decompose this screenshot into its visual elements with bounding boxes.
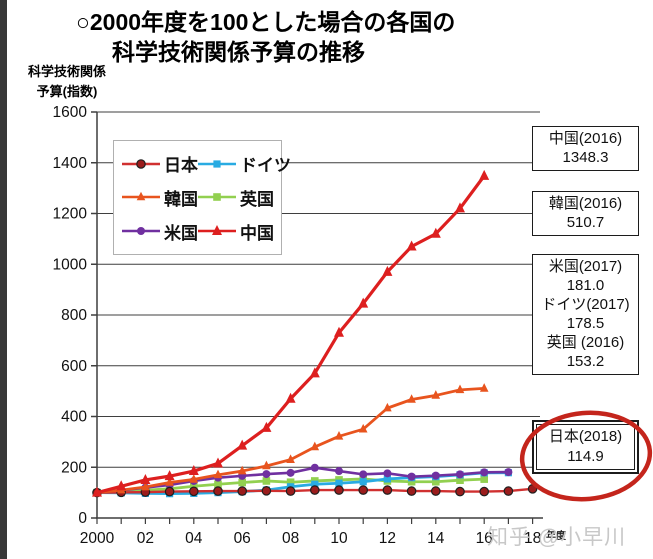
callout-japan-name: 日本(2018) — [548, 428, 623, 445]
svg-text:1400: 1400 — [53, 155, 88, 172]
legend-label: ドイツ — [240, 156, 291, 176]
legend-item-5: 中国 — [198, 219, 291, 244]
callout-korea-name: 韓国(2016) — [548, 195, 623, 212]
legend-item-0: 日本 — [122, 151, 198, 176]
legend: 日本 ドイツ韓国 英国米国 中国 — [113, 140, 291, 255]
callout-japan-value: 114.9 — [567, 447, 604, 465]
square-marker-icon — [198, 160, 236, 168]
legend-label: 韓国 — [164, 189, 198, 209]
svg-text:800: 800 — [61, 307, 87, 324]
triangle-marker-icon — [122, 192, 160, 201]
legend-label: 中国 — [240, 223, 274, 243]
callout-china-value: 1348.3 — [562, 149, 609, 167]
svg-text:1600: 1600 — [53, 104, 88, 121]
svg-text:14: 14 — [427, 530, 445, 547]
chart-title: ○2000年度を100とした場合の各国の 科学技術関係予算の推移 — [76, 8, 455, 68]
legend-item-1: ドイツ — [198, 151, 291, 176]
svg-text:08: 08 — [282, 530, 299, 547]
svg-text:400: 400 — [61, 409, 87, 426]
circle-marker-icon — [122, 159, 160, 169]
svg-text:06: 06 — [234, 530, 251, 547]
svg-text:18: 18 — [524, 530, 541, 547]
left-edge-strip — [0, 0, 7, 559]
legend-item-2: 韓国 — [122, 185, 198, 210]
callout-china: 中国(2016) 1348.3 — [532, 126, 639, 172]
svg-text:04: 04 — [185, 530, 203, 547]
svg-text:1200: 1200 — [53, 206, 88, 223]
legend-label: 日本 — [164, 156, 198, 176]
callout-japan-box: 日本(2018) 114.9 — [536, 424, 635, 470]
svg-text:600: 600 — [61, 358, 87, 375]
callout-uk-name: 英国 (2016) — [546, 334, 625, 352]
legend-item-3: 英国 — [198, 185, 291, 210]
chart-title-line1: ○2000年度を100とした場合の各国の — [76, 9, 456, 35]
triangle-marker-icon — [198, 225, 236, 236]
callout-germany-value: 178.5 — [566, 315, 605, 333]
callout-germany-name: ドイツ(2017) — [541, 296, 630, 314]
svg-text:200: 200 — [61, 459, 87, 476]
y-axis-label-line1: 科学技術関係 — [27, 64, 106, 79]
y-axis-label-line2: 予算(指数) — [36, 83, 98, 99]
callout-china-name: 中国(2016) — [548, 130, 623, 147]
svg-text:16: 16 — [476, 530, 493, 547]
circle-marker-icon — [122, 227, 160, 236]
callout-japan: 日本(2018) 114.9 — [532, 420, 639, 474]
callout-korea-value: 510.7 — [566, 214, 605, 232]
callout-us-name: 米国(2017) — [548, 258, 623, 275]
callout-korea: 韓国(2016) 510.7 — [532, 191, 639, 237]
callout-uk-value: 153.2 — [566, 353, 605, 371]
y-axis-label: 科学技術関係 予算(指数) — [24, 62, 110, 101]
square-marker-icon — [198, 193, 236, 202]
legend-item-4: 米国 — [122, 219, 198, 244]
svg-text:10: 10 — [330, 530, 348, 547]
svg-text:12: 12 — [379, 530, 396, 547]
watermark: 知乎 @小早川 — [487, 526, 627, 549]
x-axis-unit-label: 年度 — [546, 531, 566, 542]
legend-label: 英国 — [240, 189, 274, 209]
svg-text:0: 0 — [78, 510, 87, 527]
svg-text:2000: 2000 — [80, 530, 115, 547]
chart-title-line2: 科学技術関係予算の推移 — [112, 38, 365, 65]
callout-us-value: 181.0 — [566, 277, 605, 295]
legend-label: 米国 — [164, 223, 198, 243]
callout-us-germany-uk: 米国(2017) 181.0 ドイツ(2017) 178.5 英国 (2016)… — [532, 254, 639, 376]
svg-text:1000: 1000 — [53, 256, 88, 273]
svg-text:02: 02 — [137, 530, 154, 547]
